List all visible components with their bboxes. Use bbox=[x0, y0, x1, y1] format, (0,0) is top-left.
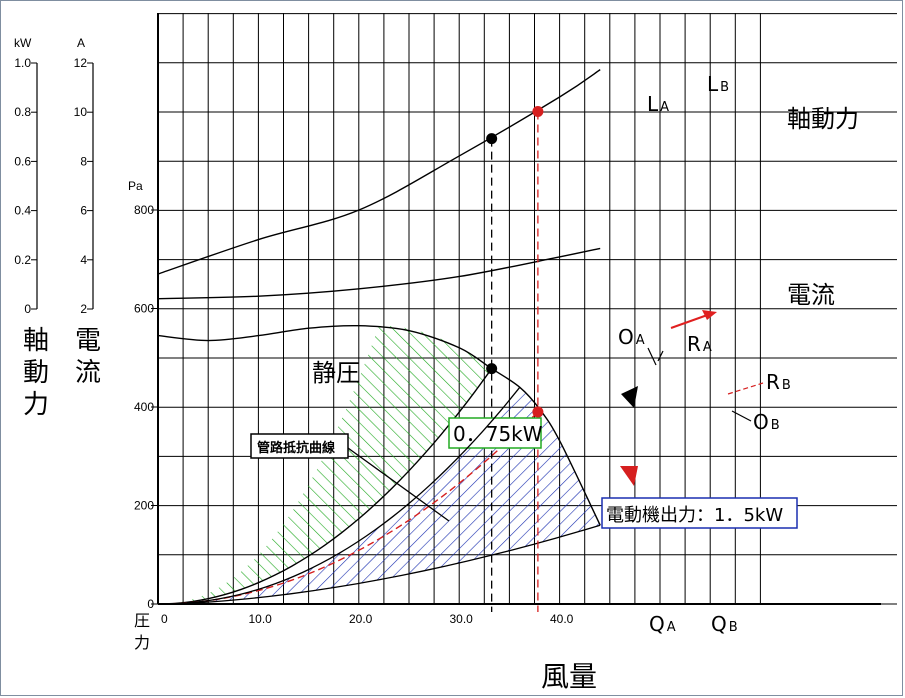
label-motor-output: 電動機出力：1．5kW bbox=[606, 505, 783, 526]
x-tick-label: 20.0 bbox=[349, 612, 373, 626]
vertical-title-char: 力 bbox=[134, 633, 150, 652]
current-tick-label: 2 bbox=[80, 302, 87, 316]
pressure-tick-label: 600 bbox=[134, 302, 154, 316]
power-tick-label: 0.4 bbox=[14, 204, 31, 218]
x-tick-label: 40.0 bbox=[550, 612, 574, 626]
current-tick-label: 4 bbox=[80, 253, 87, 267]
pressure-tick-label: 0 bbox=[147, 597, 154, 611]
arrow-red-marker bbox=[620, 466, 638, 486]
current-axis-title: 電流 bbox=[75, 326, 101, 388]
current-tick-label: 12 bbox=[74, 56, 88, 70]
pressure-tick-labels: 0 200 400 600 800 bbox=[134, 203, 158, 611]
label-shaft-power: 軸動力 bbox=[787, 105, 859, 133]
vertical-title-char: 電 bbox=[75, 326, 101, 356]
red-arrow-icon bbox=[702, 310, 717, 320]
pressure-tick-label: 200 bbox=[134, 499, 154, 513]
pressure-tick-label: 400 bbox=[134, 400, 154, 414]
label-0-75kw: 0．75kW bbox=[453, 422, 543, 446]
power-tick-labels: 0 0.2 0.4 0.6 0.8 1.0 bbox=[14, 56, 37, 316]
region-lower-bound bbox=[157, 524, 601, 605]
point-oa bbox=[486, 363, 498, 375]
series-shaft-power-line bbox=[157, 69, 601, 275]
current-tick-label: 6 bbox=[80, 204, 87, 218]
series-static-pressure-line bbox=[157, 324, 601, 526]
arrow-black-marker bbox=[621, 386, 638, 408]
point-la bbox=[486, 133, 498, 145]
pressure-bottom-label: 圧力 bbox=[134, 611, 150, 652]
a-unit-label: A bbox=[77, 36, 85, 50]
current-tick-label: 8 bbox=[80, 154, 87, 168]
power-tick-label: 0.8 bbox=[14, 105, 31, 119]
power-tick-label: 0 bbox=[24, 302, 31, 316]
vertical-title-char: 流 bbox=[75, 358, 101, 388]
label-static-pressure: 静圧 bbox=[312, 359, 360, 387]
vertical-title-char: 動 bbox=[23, 358, 49, 388]
pressure-tick-label: 800 bbox=[134, 203, 154, 217]
x-tick-labels: 0 10.0 20.0 30.0 40.0 bbox=[161, 612, 574, 626]
label-current: 電流 bbox=[787, 281, 835, 309]
x-tick-label: 30.0 bbox=[450, 612, 474, 626]
region-0-75kw bbox=[158, 325, 492, 604]
current-tick-label: 10 bbox=[74, 105, 88, 119]
pa-unit-label: Pa bbox=[128, 179, 143, 193]
kw-unit-label: kW bbox=[14, 36, 32, 50]
x-axis-title: 風量 bbox=[541, 660, 597, 693]
label-system-curve: 管路抵抗曲線 bbox=[257, 440, 336, 456]
vertical-title-char: 力 bbox=[23, 390, 49, 420]
power-tick-label: 1.0 bbox=[14, 56, 31, 70]
x-tick-label: 0 bbox=[161, 612, 168, 626]
point-ob bbox=[532, 406, 544, 418]
series-current-line bbox=[157, 247, 601, 300]
system-curve-a bbox=[157, 368, 493, 605]
power-axis-title: 軸動力 bbox=[23, 326, 49, 420]
power-tick-label: 0.2 bbox=[14, 253, 31, 267]
vertical-title-char: 軸 bbox=[23, 326, 49, 356]
current-tick-labels: 2 4 6 8 10 12 bbox=[74, 56, 93, 316]
vertical-title-char: 圧 bbox=[134, 611, 150, 630]
point-lb bbox=[532, 106, 544, 117]
power-tick-label: 0.6 bbox=[14, 154, 31, 168]
x-tick-label: 10.0 bbox=[249, 612, 273, 626]
